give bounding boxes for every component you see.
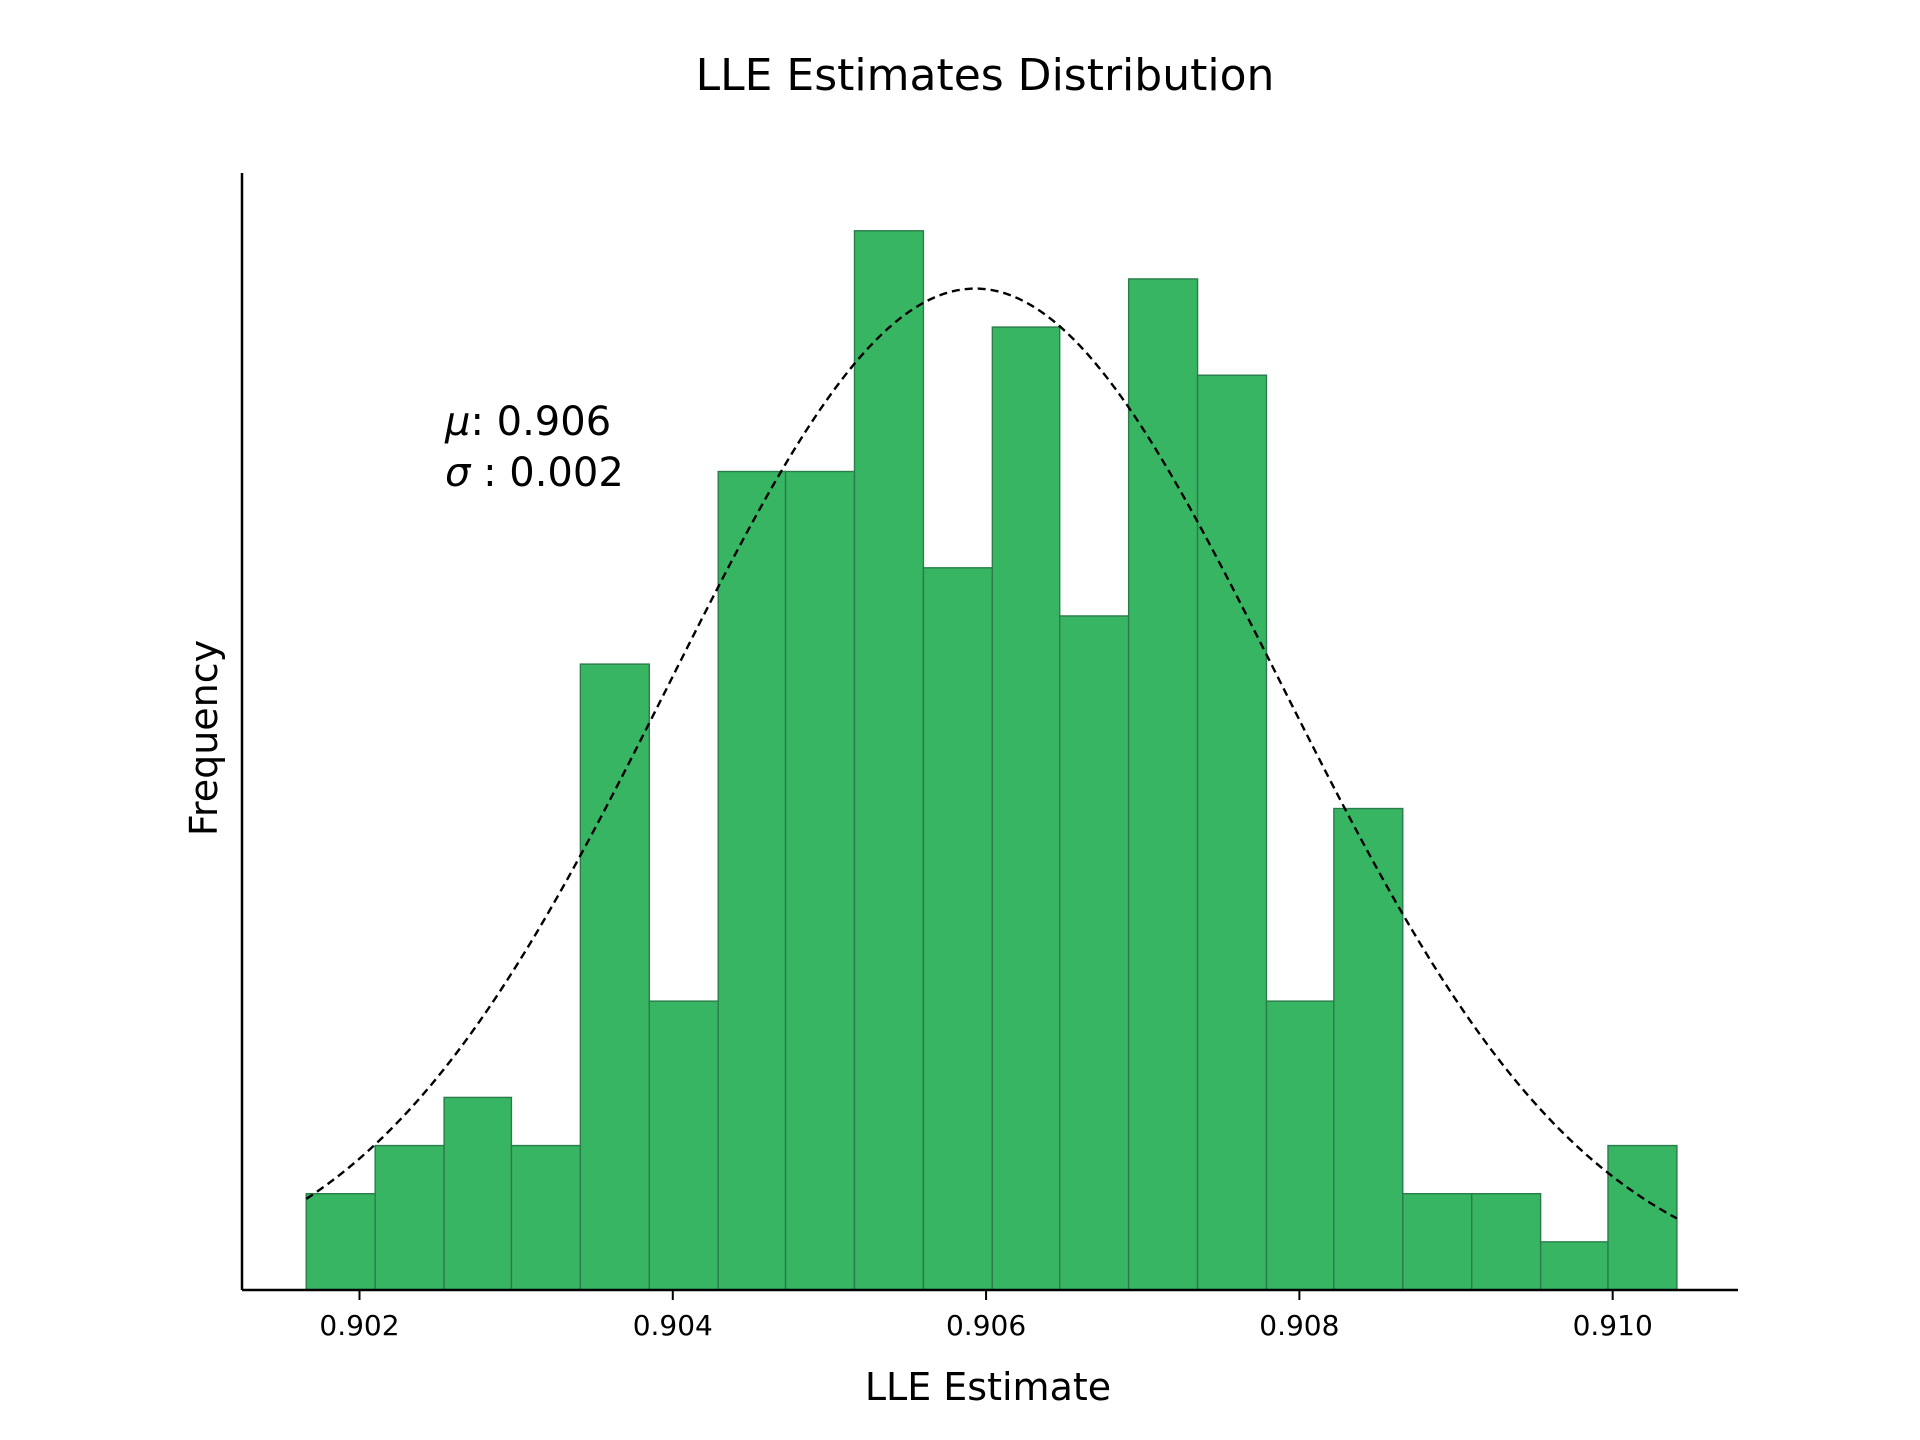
chart-title: LLE Estimates Distribution <box>696 50 1275 101</box>
histogram-bar <box>1127 278 1199 1291</box>
histogram-bar <box>1470 1193 1542 1291</box>
histogram-bar <box>922 567 994 1291</box>
y-axis-label: Frequency <box>182 640 226 836</box>
histogram-bar <box>853 230 925 1291</box>
x-tick-label: 0.904 <box>633 1309 713 1342</box>
histogram-bar <box>1059 615 1130 1291</box>
histogram-bar <box>648 1000 719 1291</box>
histogram-bar <box>1196 374 1268 1291</box>
std-annotation: σ : 0.002 <box>445 450 624 496</box>
sigma-symbol: σ <box>445 450 472 496</box>
mu-symbol: μ <box>444 399 470 445</box>
mu-value: : 0.906 <box>470 399 611 445</box>
x-tick-label: 0.910 <box>1573 1309 1653 1342</box>
histogram-bar <box>717 470 787 1291</box>
x-axis-ticks: 0.902 0.904 0.906 0.908 0.910 <box>319 1290 1653 1342</box>
x-tick-label: 0.902 <box>319 1309 399 1342</box>
histogram-bar <box>374 1144 445 1291</box>
histogram-bar <box>1333 807 1404 1291</box>
histogram-bar <box>1539 1241 1609 1291</box>
mean-annotation: μ: 0.906 <box>444 399 611 445</box>
x-tick-label: 0.906 <box>946 1309 1026 1342</box>
normal-fit-curve <box>305 287 1678 1220</box>
histogram-bar <box>510 1144 582 1291</box>
histogram-bar <box>579 663 650 1291</box>
sigma-value: : 0.002 <box>470 450 623 496</box>
histogram-bar <box>1607 1144 1678 1291</box>
histogram-bar <box>991 326 1061 1291</box>
histogram-bar <box>1265 1000 1335 1291</box>
histogram-bar <box>305 1193 376 1291</box>
x-tick-label: 0.908 <box>1259 1309 1339 1342</box>
histogram-bars <box>305 230 1678 1291</box>
histogram-bar <box>443 1096 513 1291</box>
histogram-bar <box>1402 1193 1473 1291</box>
histogram-bar <box>784 470 856 1291</box>
x-axis-label: LLE Estimate <box>865 1365 1111 1409</box>
